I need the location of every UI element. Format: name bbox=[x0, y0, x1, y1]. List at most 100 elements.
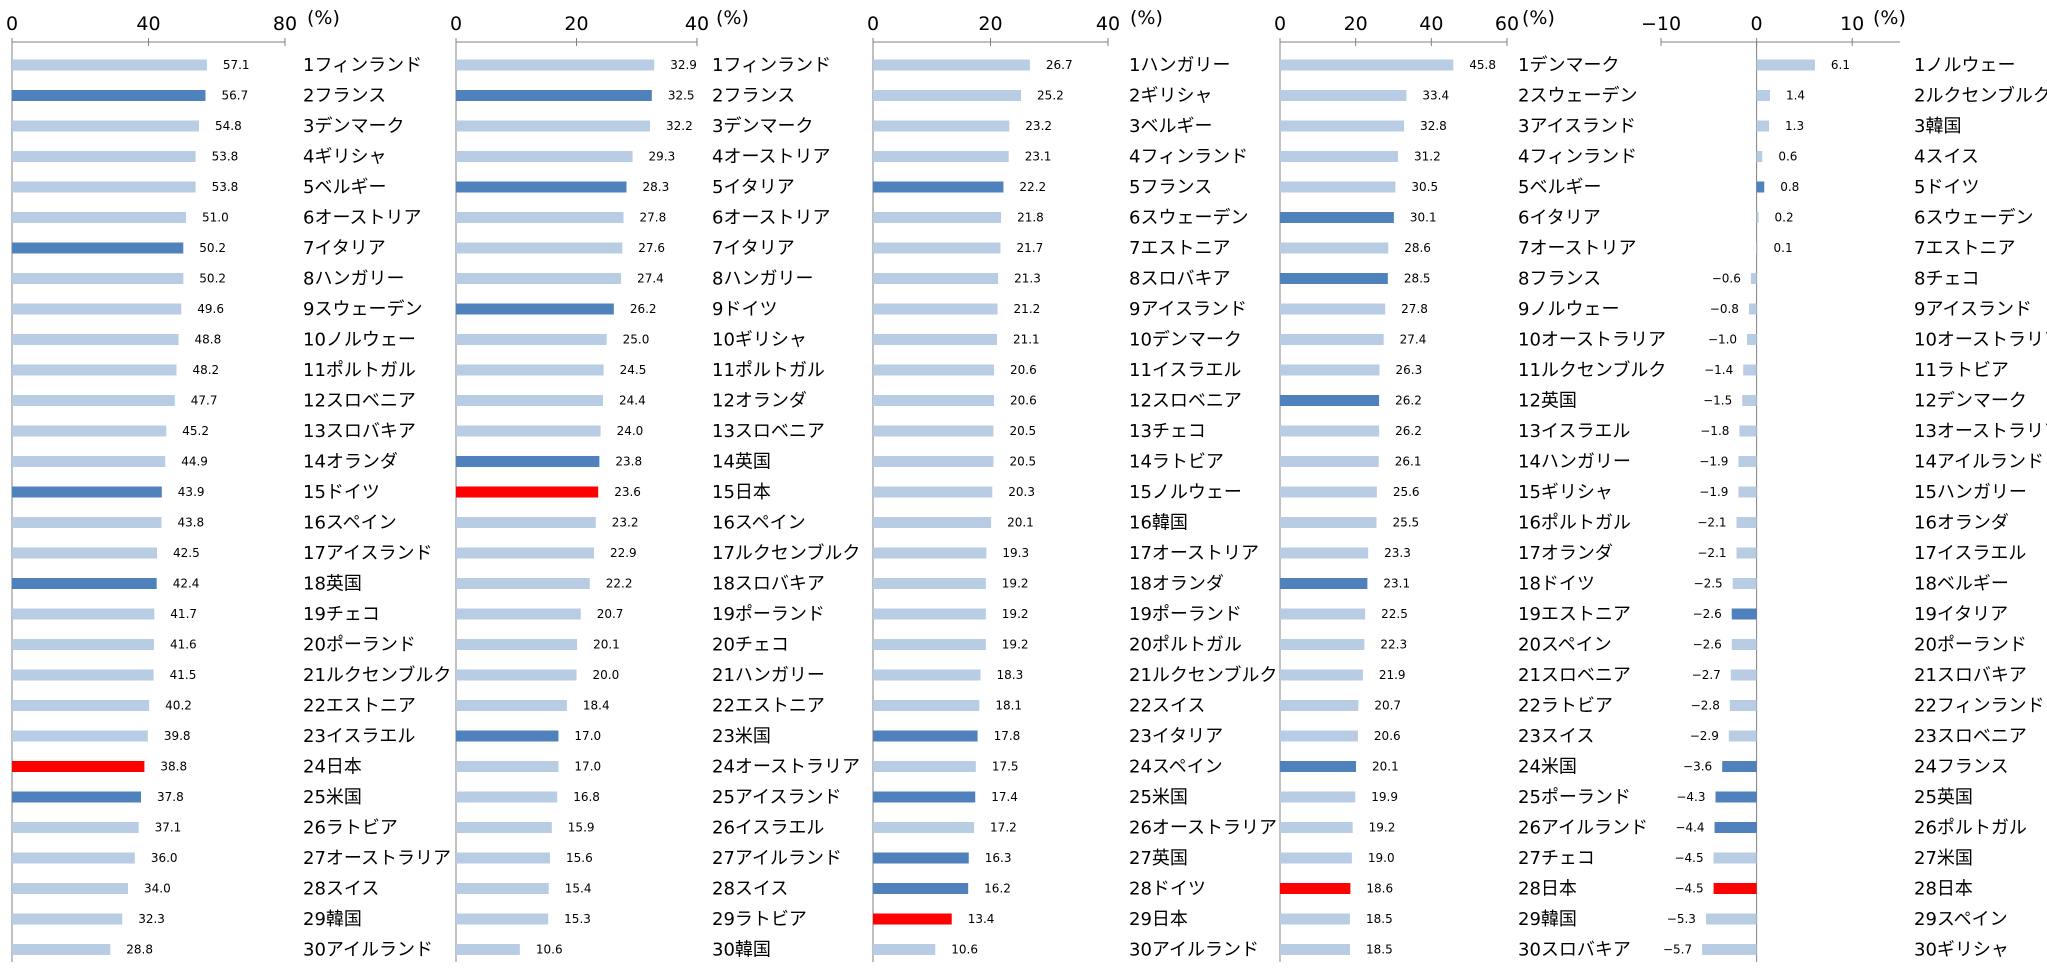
category-label: 18スロバキア bbox=[712, 574, 825, 595]
category-label: 19ポーランド bbox=[1129, 604, 1242, 625]
data-label: 32.8 bbox=[1420, 119, 1447, 133]
data-label: 36.0 bbox=[151, 851, 178, 865]
data-label: 23.6 bbox=[614, 485, 641, 499]
bar bbox=[1756, 120, 1770, 132]
category-label: 3アイスランド bbox=[1518, 116, 1636, 137]
bar bbox=[873, 181, 1004, 193]
bar bbox=[873, 456, 994, 467]
data-label: 40.2 bbox=[165, 699, 192, 713]
category-label: 16韓国 bbox=[1129, 513, 1188, 534]
bar bbox=[873, 120, 1010, 132]
bar bbox=[873, 578, 986, 589]
category-label: 29日本 bbox=[1129, 909, 1188, 930]
category-label: 5ドイツ bbox=[1914, 177, 1979, 198]
bar bbox=[12, 700, 150, 711]
bar bbox=[873, 303, 998, 315]
data-label: 20.6 bbox=[1010, 363, 1037, 377]
category-label: 18英国 bbox=[303, 574, 362, 595]
bar bbox=[12, 883, 129, 894]
data-label: 32.2 bbox=[666, 119, 693, 133]
data-label: 18.5 bbox=[1366, 912, 1393, 926]
unit-label: (%) bbox=[716, 7, 749, 29]
bar bbox=[456, 486, 599, 498]
category-label: 4スイス bbox=[1914, 147, 1979, 168]
category-label: 25米国 bbox=[1129, 787, 1188, 808]
bar bbox=[1713, 852, 1757, 864]
data-label: −4.5 bbox=[1674, 851, 1703, 865]
category-label: 9ドイツ bbox=[712, 299, 777, 320]
bar bbox=[1748, 303, 1757, 315]
category-label: 21ハンガリー bbox=[712, 665, 825, 686]
data-label: 28.6 bbox=[1404, 241, 1431, 255]
category-label: 17オランダ bbox=[1518, 543, 1613, 564]
tick-label: 40 bbox=[1419, 13, 1443, 35]
bar bbox=[456, 303, 614, 315]
data-label: 25.6 bbox=[1393, 485, 1420, 499]
data-label: 21.8 bbox=[1017, 211, 1044, 225]
data-label: 32.3 bbox=[138, 912, 165, 926]
category-label: 1デンマーク bbox=[1518, 55, 1619, 76]
bar bbox=[873, 852, 969, 864]
category-label: 1フィンランド bbox=[712, 55, 831, 76]
category-label: 11ポルトガル bbox=[303, 360, 416, 381]
bar bbox=[873, 730, 978, 742]
category-label: 8チェコ bbox=[1914, 269, 1979, 290]
data-label: 43.9 bbox=[178, 485, 205, 499]
bar bbox=[1756, 151, 1763, 162]
category-label: 10ノルウェー bbox=[303, 330, 416, 351]
data-label: 24.5 bbox=[620, 363, 647, 377]
tick-label: 20 bbox=[564, 13, 588, 35]
category-label: 14ラトビア bbox=[1129, 452, 1224, 473]
data-label: −5.3 bbox=[1667, 912, 1696, 926]
bar bbox=[1702, 944, 1757, 955]
bar bbox=[1280, 456, 1379, 467]
bar bbox=[1705, 913, 1757, 925]
bar bbox=[1731, 608, 1757, 620]
bar bbox=[1280, 273, 1388, 284]
unit-label: (%) bbox=[1130, 7, 1163, 29]
category-label: 4ギリシャ bbox=[303, 147, 386, 168]
category-label: 20ポーランド bbox=[303, 635, 416, 656]
data-label: 19.2 bbox=[1002, 577, 1029, 591]
category-label: 29ラトビア bbox=[712, 909, 807, 930]
category-label: 6イタリア bbox=[1518, 208, 1601, 229]
bar bbox=[456, 517, 596, 528]
bar bbox=[1739, 425, 1757, 437]
category-label: 25英国 bbox=[1914, 787, 1973, 808]
data-label: 39.8 bbox=[164, 729, 191, 743]
bar bbox=[12, 242, 184, 254]
category-label: 23スロベニア bbox=[1914, 726, 2027, 747]
bar bbox=[456, 822, 552, 833]
category-label: 23スイス bbox=[1518, 726, 1594, 747]
category-label: 17イスラエル bbox=[1914, 543, 2026, 564]
data-label: 19.2 bbox=[1002, 607, 1029, 621]
data-label: 53.8 bbox=[212, 180, 239, 194]
bar bbox=[1280, 151, 1399, 162]
data-label: 10.6 bbox=[536, 943, 563, 957]
bar bbox=[456, 578, 590, 589]
bar bbox=[456, 669, 577, 681]
category-label: 9スウェーデン bbox=[303, 299, 422, 320]
category-label: 12オランダ bbox=[712, 391, 807, 412]
bar bbox=[1756, 242, 1758, 254]
category-label: 28日本 bbox=[1914, 879, 1973, 900]
bar bbox=[1742, 395, 1757, 406]
bar bbox=[456, 700, 567, 711]
data-label: 42.4 bbox=[173, 577, 200, 591]
data-label: 21.2 bbox=[1014, 302, 1041, 316]
category-label: 25ポーランド bbox=[1518, 787, 1631, 808]
tick-label: 60 bbox=[1495, 13, 1519, 35]
category-label: 13スロベニア bbox=[712, 421, 825, 442]
category-label: 14ハンガリー bbox=[1518, 452, 1631, 473]
bar bbox=[12, 120, 200, 132]
bar bbox=[1280, 669, 1363, 681]
category-label: 16オランダ bbox=[1914, 513, 2009, 534]
bar bbox=[1750, 273, 1757, 284]
category-label: 13チェコ bbox=[1129, 421, 1206, 442]
bar bbox=[873, 944, 936, 955]
data-label: 0.6 bbox=[1778, 150, 1797, 164]
category-label: 14アイルランド bbox=[1914, 452, 2044, 473]
bar bbox=[1729, 700, 1757, 711]
data-label: −1.0 bbox=[1708, 333, 1737, 347]
